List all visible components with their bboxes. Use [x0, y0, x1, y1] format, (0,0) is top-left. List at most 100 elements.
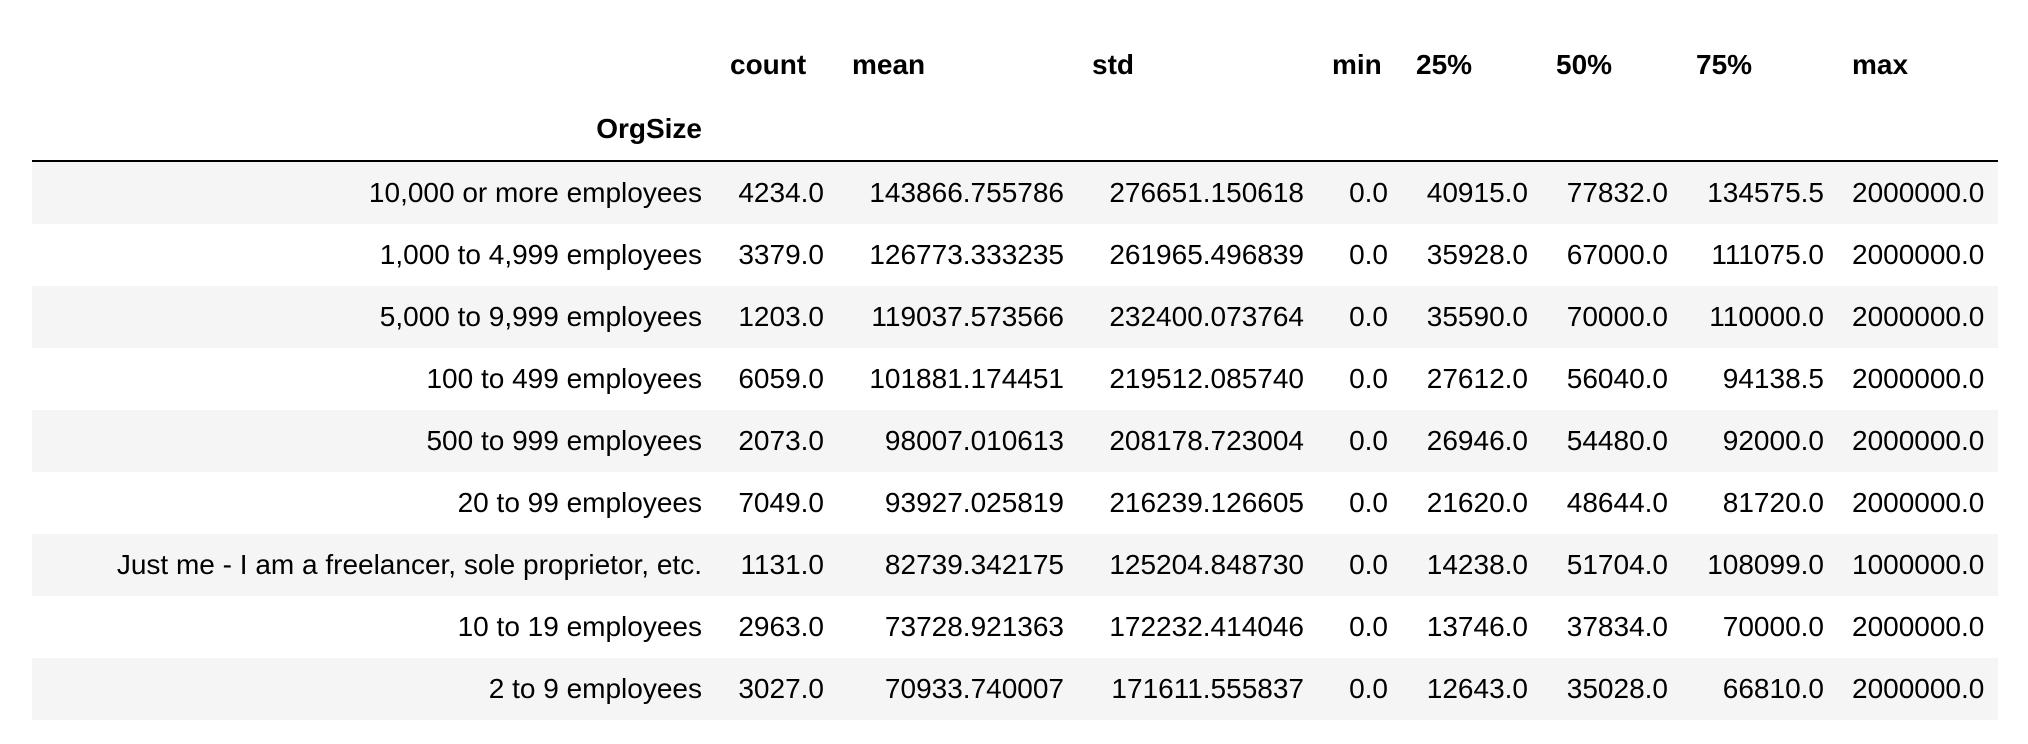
column-header-max: max [1852, 49, 1909, 80]
column-header-50pct: 50% [1556, 49, 1613, 80]
cell-count: 3027.0 [738, 673, 824, 704]
table-body: 10,000 or more employees 4234.0 143866.755… [32, 161, 1999, 720]
cell-mean: 98007.010613 [884, 425, 1064, 456]
cell-min: 0.0 [1349, 363, 1388, 394]
cell-75pct: 81720.0 [1722, 487, 1824, 518]
table-row: 20 to 99 employees 7049.0 93927.025819 2162… [32, 472, 1999, 534]
row-label: 2 to 9 employees [488, 673, 702, 704]
cell-50pct: 56040.0 [1566, 363, 1668, 394]
table-row: 100 to 499 employees 6059.0 101881.174451 2… [32, 348, 1999, 410]
dataframe-output: count mean std min 25% 50% 75% max OrgSi… [32, 32, 2000, 720]
cell-50pct: 35028.0 [1566, 673, 1668, 704]
cell-count: 7049.0 [738, 487, 824, 518]
index-name: OrgSize [596, 113, 702, 144]
cell-25pct: 40915.0 [1426, 177, 1528, 208]
cell-min: 0.0 [1349, 239, 1388, 270]
cell-max: 1000000.0 [1852, 549, 1985, 580]
table-row: 1,000 to 4,999 employees 3379.0 126773.333… [32, 224, 1999, 286]
cell-max: 2000000.0 [1852, 177, 1985, 208]
cell-min: 0.0 [1349, 301, 1388, 332]
cell-75pct: 108099.0 [1707, 549, 1824, 580]
cell-count: 2073.0 [738, 425, 824, 456]
empty-header-cell [1318, 98, 1402, 161]
cell-75pct: 94138.5 [1722, 363, 1824, 394]
cell-max: 2000000.0 [1852, 301, 1985, 332]
empty-header-cell [838, 98, 1078, 161]
cell-count: 6059.0 [738, 363, 824, 394]
empty-header-cell [1682, 98, 1838, 161]
row-label: 10 to 19 employees [457, 611, 702, 642]
column-header-count: count [730, 49, 807, 80]
cell-std: 261965.496839 [1109, 239, 1304, 270]
cell-75pct: 111075.0 [1711, 239, 1824, 270]
cell-25pct: 35590.0 [1426, 301, 1528, 332]
cell-25pct: 27612.0 [1426, 363, 1528, 394]
table-row: 10,000 or more employees 4234.0 143866.755… [32, 161, 1999, 224]
cell-min: 0.0 [1349, 611, 1388, 642]
cell-50pct: 54480.0 [1566, 425, 1668, 456]
cell-75pct: 92000.0 [1722, 425, 1824, 456]
cell-std: 172232.414046 [1109, 611, 1304, 642]
describe-table: count mean std min 25% 50% 75% max OrgSi… [32, 32, 1999, 720]
cell-25pct: 35928.0 [1426, 239, 1528, 270]
cell-25pct: 26946.0 [1426, 425, 1528, 456]
corner-cell [32, 32, 716, 98]
table-row: 500 to 999 employees 2073.0 98007.010613 20… [32, 410, 1999, 472]
empty-header-cell [1402, 98, 1542, 161]
cell-50pct: 37834.0 [1566, 611, 1668, 642]
cell-25pct: 14238.0 [1426, 549, 1528, 580]
column-header-75pct: 75% [1696, 49, 1753, 80]
empty-header-cell [1078, 98, 1318, 161]
cell-std: 276651.150618 [1109, 177, 1304, 208]
cell-count: 3379.0 [738, 239, 824, 270]
cell-count: 1203.0 [738, 301, 824, 332]
cell-mean: 70933.740007 [884, 673, 1064, 704]
cell-std: 232400.073764 [1109, 301, 1304, 332]
cell-max: 2000000.0 [1852, 611, 1985, 642]
cell-count: 2963.0 [738, 611, 824, 642]
column-header-25pct: 25% [1416, 49, 1473, 80]
cell-50pct: 70000.0 [1566, 301, 1668, 332]
cell-std: 171611.555837 [1111, 673, 1304, 704]
cell-50pct: 51704.0 [1566, 549, 1668, 580]
cell-50pct: 48644.0 [1566, 487, 1668, 518]
cell-75pct: 110000.0 [1709, 301, 1824, 332]
column-header-mean: mean [852, 49, 926, 80]
row-label: 20 to 99 employees [457, 487, 702, 518]
cell-min: 0.0 [1349, 673, 1388, 704]
row-label: 100 to 499 employees [426, 363, 702, 394]
cell-count: 1131.0 [740, 549, 824, 580]
table-row: 5,000 to 9,999 employees 1203.0 119037.573… [32, 286, 1999, 348]
empty-header-cell [716, 98, 838, 161]
empty-header-cell [1542, 98, 1682, 161]
cell-std: 216239.126605 [1109, 487, 1304, 518]
cell-count: 4234.0 [738, 177, 824, 208]
column-header-row: count mean std min 25% 50% 75% max [32, 32, 1998, 98]
cell-mean: 93927.025819 [884, 487, 1064, 518]
row-label: 5,000 to 9,999 employees [379, 301, 702, 332]
cell-max: 2000000.0 [1852, 487, 1985, 518]
cell-max: 2000000.0 [1852, 673, 1985, 704]
cell-75pct: 70000.0 [1722, 611, 1824, 642]
cell-mean: 119037.573566 [871, 301, 1064, 332]
cell-max: 2000000.0 [1852, 425, 1985, 456]
cell-max: 2000000.0 [1852, 239, 1985, 270]
cell-mean: 101881.174451 [869, 363, 1064, 394]
cell-mean: 126773.333235 [869, 239, 1064, 270]
row-label: Just me - I am a freelancer, sole propri… [116, 549, 702, 580]
row-label: 500 to 999 employees [426, 425, 702, 456]
table-header: count mean std min 25% 50% 75% max OrgSi… [32, 32, 1999, 161]
cell-min: 0.0 [1349, 177, 1388, 208]
cell-50pct: 67000.0 [1566, 239, 1668, 270]
cell-25pct: 21620.0 [1426, 487, 1528, 518]
cell-max: 2000000.0 [1852, 363, 1985, 394]
empty-header-cell [1838, 98, 1998, 161]
cell-mean: 143866.755786 [869, 177, 1064, 208]
cell-std: 125204.848730 [1109, 549, 1304, 580]
table-row: Just me - I am a freelancer, sole propri… [32, 534, 1999, 596]
row-label: 10,000 or more employees [368, 177, 702, 208]
table-row: 10 to 19 employees 2963.0 73728.921363 1722… [32, 596, 1999, 658]
cell-mean: 82739.342175 [884, 549, 1064, 580]
cell-std: 219512.085740 [1109, 363, 1304, 394]
cell-25pct: 12643.0 [1426, 673, 1528, 704]
